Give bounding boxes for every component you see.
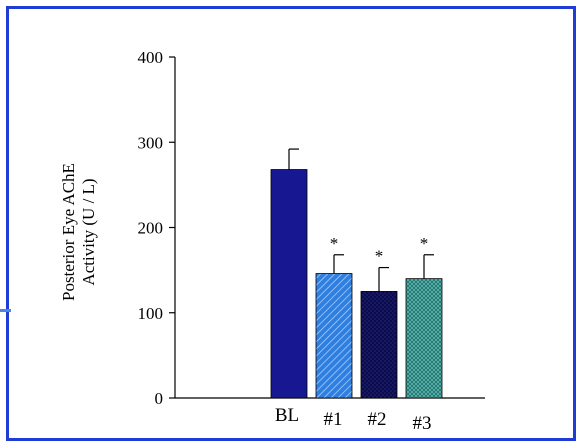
significance-marker-2: * <box>330 234 339 253</box>
y-tick-label: 400 <box>138 48 164 67</box>
y-axis-label-line-2: Activity (U / L) <box>79 178 98 285</box>
x-tick-label: #3 <box>413 413 432 434</box>
significance-marker-4: * <box>420 234 429 253</box>
x-tick-label: #1 <box>324 409 343 430</box>
bar-1 <box>270 169 308 399</box>
y-tick-label: 100 <box>138 304 164 323</box>
y-ticks-group: 0 100 200 300 400 <box>138 48 175 408</box>
y-axis-label-line-1: Posterior Eye AChE <box>59 163 78 301</box>
bar-4 <box>405 278 443 399</box>
x-labels-group: BL #1 #2 #3 <box>275 405 432 434</box>
side-accent-line <box>0 309 11 312</box>
x-tick-label: #2 <box>368 409 387 430</box>
y-tick-label: 300 <box>138 133 164 152</box>
significance-marker-3: * <box>375 247 384 266</box>
x-tick-label: BL <box>275 405 299 426</box>
y-tick-label: 200 <box>138 219 164 238</box>
bar-3 <box>360 291 398 399</box>
y-tick-label: 0 <box>155 389 164 408</box>
bars-group: * * * <box>270 148 443 399</box>
bar-2 <box>315 273 353 399</box>
